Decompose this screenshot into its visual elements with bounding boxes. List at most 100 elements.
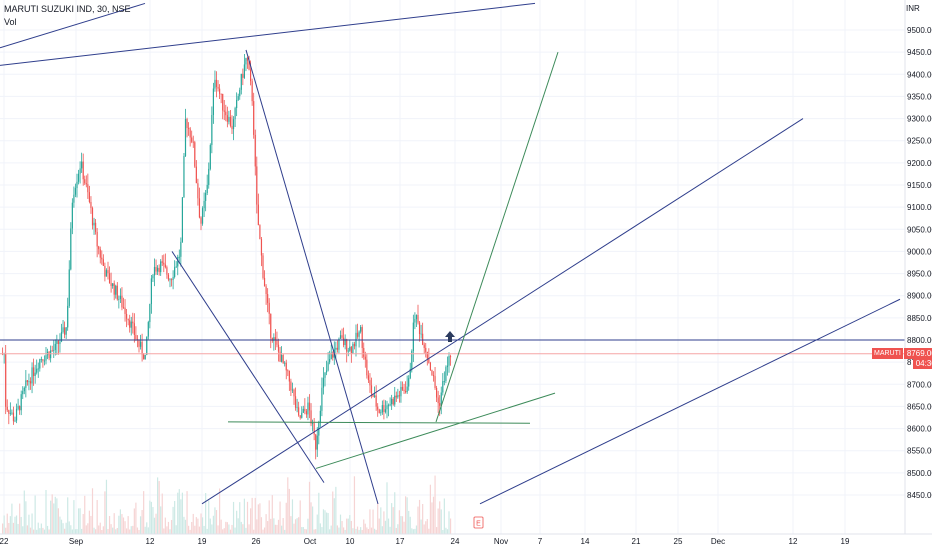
volume-bar: [143, 491, 145, 534]
volume-bar: [344, 529, 346, 534]
volume-bar: [355, 528, 357, 534]
event-marker-box: [473, 516, 484, 529]
candle-body: [420, 333, 422, 335]
trend-line[interactable]: [0, 2, 536, 66]
x-tick-label: Oct: [304, 537, 317, 546]
x-tick-label: 24: [451, 537, 460, 546]
candle-body: [436, 387, 438, 398]
up-arrow-shape: [445, 331, 455, 342]
volume-bar: [203, 525, 205, 534]
volume-bar: [234, 527, 236, 534]
trend-drawings[interactable]: [0, 2, 905, 505]
volume-bar: [322, 509, 325, 534]
volume-bar: [146, 522, 148, 534]
candle-body: [324, 372, 326, 378]
volume-bar: [380, 507, 382, 534]
volume-bar: [215, 510, 218, 534]
candle-body: [53, 349, 55, 351]
volume-bar: [82, 514, 84, 534]
candle-body: [105, 270, 108, 277]
trend-line[interactable]: [0, 2, 146, 49]
symbol-title[interactable]: MARUTI SUZUKI IND, 30, NSE: [4, 4, 131, 14]
candlesticks: [2, 54, 452, 460]
candle-body: [343, 337, 345, 346]
candle-body: [335, 347, 337, 350]
volume-bar: [268, 500, 270, 534]
channel-line[interactable]: [435, 51, 559, 423]
candle-body: [34, 372, 36, 376]
volume-bar: [350, 520, 352, 534]
volume-bar: [118, 515, 120, 534]
candle-body: [305, 411, 307, 415]
volume-bar: [115, 529, 117, 534]
y-tick-label: 9400.00: [907, 70, 932, 79]
candle-body: [164, 264, 166, 268]
volume-bar: [209, 518, 211, 534]
price-badge: MARUTI 8769.00 04:36: [872, 347, 932, 369]
volume-bar: [439, 501, 441, 534]
candle-body: [110, 283, 112, 286]
volume-bar: [220, 519, 222, 534]
volume-label[interactable]: Vol: [4, 17, 17, 27]
candle-body: [378, 409, 380, 413]
price-axis[interactable]: 9500.00 9450.00 9400.00 9350.00 9300.00 9250.…: [904, 0, 932, 534]
trend-line[interactable]: [245, 49, 379, 504]
volume-bar: [56, 498, 58, 534]
volume-bar: [81, 528, 83, 534]
candle-body: [209, 145, 211, 169]
candle-body: [377, 406, 379, 410]
channel-line[interactable]: [315, 392, 556, 469]
candle-body: [108, 273, 111, 284]
volume-bar: [175, 525, 177, 534]
volume-bar: [449, 518, 452, 534]
x-tick-label: 12: [789, 537, 798, 546]
volume-bar: [172, 506, 174, 534]
volume-bar: [5, 527, 7, 534]
candle-body: [239, 89, 241, 97]
y-tick-label: 9150.00: [907, 181, 932, 190]
candle-body: [315, 434, 317, 450]
candle-body: [6, 406, 8, 411]
volume-bar: [412, 529, 414, 534]
volume-bar: [409, 516, 411, 534]
volume-bar: [347, 518, 349, 534]
channel-line[interactable]: [227, 421, 531, 424]
trend-line[interactable]: [171, 251, 325, 483]
volume-bar: [353, 476, 356, 534]
candle-body: [369, 380, 371, 386]
trend-line[interactable]: [479, 298, 901, 505]
candle-body: [375, 395, 377, 407]
candle-body: [167, 274, 170, 280]
volume-bar: [321, 527, 323, 534]
candle-body: [107, 270, 109, 274]
volume-bar: [263, 527, 266, 534]
volume-bar: [15, 515, 18, 534]
volume-bar: [11, 503, 13, 534]
candle-body: [70, 228, 72, 270]
volume-bar: [290, 516, 292, 534]
candle-body: [325, 370, 328, 373]
trend-line[interactable]: [201, 118, 804, 505]
event-marker[interactable]: E: [473, 516, 484, 529]
volume-bar: [225, 521, 227, 534]
volume-bar: [219, 488, 221, 534]
volume-bar: [87, 523, 89, 534]
candle-body: [341, 335, 343, 338]
candle-body: [205, 193, 207, 201]
candle-body: [28, 381, 30, 383]
candle-body: [415, 315, 418, 319]
volume-bar: [186, 491, 188, 534]
candle-body: [240, 73, 242, 90]
volume-bar: [147, 527, 149, 534]
volume-bar: [183, 516, 185, 534]
candle-body: [211, 115, 213, 146]
candle-body: [231, 125, 233, 130]
candle-body: [91, 208, 94, 226]
time-axis[interactable]: 22 Sep 12 19 26 Oct 10 17 24 Nov 7 14 21 25 Dec 12 19: [0, 533, 932, 546]
candle-body: [391, 398, 393, 405]
candle-body: [150, 278, 152, 305]
candle-body: [93, 222, 95, 226]
candle-body: [281, 354, 283, 362]
candle-body: [101, 257, 103, 260]
